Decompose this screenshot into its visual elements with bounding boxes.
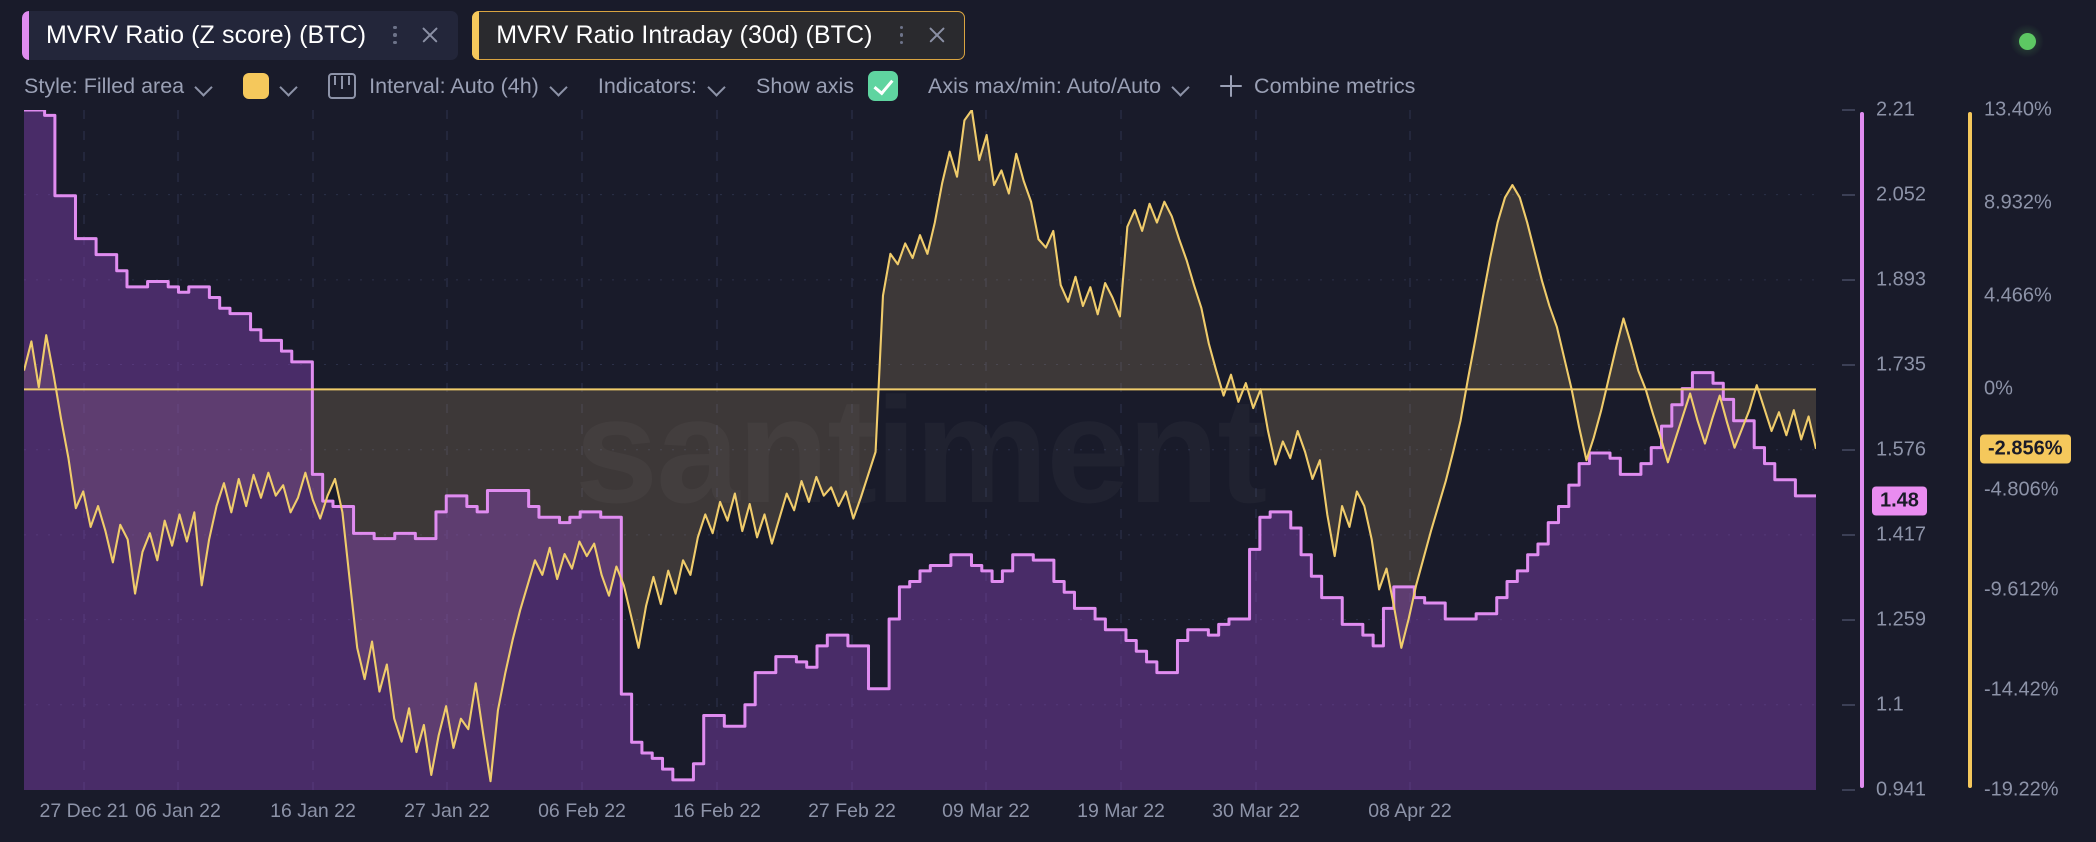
tab-menu-icon[interactable] [889,20,915,50]
chevron-down-icon [550,81,568,91]
x-axis: 27 Dec 21 06 Jan 22 16 Jan 22 27 Jan 22 06 F… [0,792,2096,842]
y-axis-tick-mark [1842,618,1855,621]
plus-icon [1220,75,1243,97]
y-axis-color-bar [1860,112,1864,788]
style-dropdown-label: Style: Filled area [24,73,185,98]
x-axis-tick-label: 08 Apr 22 [1368,800,1452,822]
interval-icon [328,73,357,99]
tab-accent-color [22,10,29,60]
y-axis-tick-label: -14.42% [1984,678,2059,701]
axis-minmax-dropdown[interactable]: Axis max/min: Auto/Auto [928,68,1190,104]
y-axis-tick-mark [1842,109,1855,111]
y-axis-tick-mark [1842,193,1855,196]
y-axis-tick-mark [1842,533,1855,536]
close-icon[interactable] [416,21,444,49]
chevron-down-icon [1172,81,1190,91]
y-axis-tick-label: 2.052 [1876,183,1927,206]
plot-canvas[interactable]: santiment [24,110,1816,790]
chart-toolbar: Style: Filled area Interval: Auto (4h) I… [0,62,2096,110]
x-axis-tick-label: 27 Dec 21 [39,800,129,822]
y-axis-tick-label: 0% [1984,377,2013,400]
y-axis-tick-label: -4.806% [1984,478,2059,501]
color-swatch-icon [243,73,270,99]
color-dropdown[interactable] [243,68,298,104]
close-icon[interactable] [923,21,951,49]
x-axis-tick-label: 06 Feb 22 [538,800,626,822]
y-axis-current-value-badge: -2.856% [1980,434,2071,464]
tab-accent-color [472,10,480,60]
y-axis-tick-label: 1.893 [1876,268,1927,291]
y-axis-tick-label: 1.417 [1876,523,1927,546]
show-axis-checkbox[interactable] [868,71,899,101]
connection-status-indicator [2010,24,2044,58]
y-axis-tick-label: 8.932% [1984,191,2052,214]
y-axis-color-bar [1968,112,1972,788]
metric-tab-bar: MVRV Ratio (Z score) (BTC) MVRV Ratio In… [0,0,2096,70]
indicators-dropdown-label: Indicators: [597,73,698,98]
y-axis-tick-label: 2.21 [1876,98,1915,121]
x-axis-tick-label: 06 Jan 22 [135,800,221,822]
chevron-down-icon [195,81,213,91]
x-axis-tick-label: 09 Mar 22 [942,800,1030,822]
y-axis-tick-mark [1842,278,1855,281]
show-axis-label: Show axis [756,73,855,98]
y-axis-tick-label: -19.22% [1984,778,2059,801]
show-axis-toggle[interactable]: Show axis [756,68,899,104]
tab-menu-icon[interactable] [382,20,408,50]
chevron-down-icon [280,81,298,91]
y-axis-tick-label: 1.1 [1876,693,1904,716]
y-axis-tick-label: 0.941 [1876,778,1927,801]
y-axis-tick-label: -9.612% [1984,578,2059,601]
status-dot-icon [2018,32,2036,50]
y-axis-tick-label: 13.40% [1984,98,2052,121]
y-axis-tick-label: 1.259 [1876,608,1927,631]
tab-mvrv-ratio-z-score[interactable]: MVRV Ratio (Z score) (BTC) [22,10,459,60]
y-axis-tick-label: 1.576 [1876,438,1927,461]
plot-svg [24,110,1816,790]
y-axis-mvrv-intraday: 13.40% 8.932% 4.466% 0% -4.806% -9.612% -14.42… [1968,99,2096,801]
tab-mvrv-ratio-intraday-30d[interactable]: MVRV Ratio Intraday (30d) (BTC) [472,10,965,60]
x-axis-tick-label: 19 Mar 22 [1077,800,1165,822]
x-axis-tick-label: 27 Feb 22 [808,800,896,822]
indicators-dropdown[interactable]: Indicators: [598,68,726,104]
y-axis-tick-mark [1842,363,1855,366]
style-dropdown[interactable]: Style: Filled area [24,68,213,104]
y-axis-current-value-badge: 1.48 [1872,486,1927,516]
y-axis-tick-mark [1842,448,1855,451]
tab-label: MVRV Ratio (Z score) (BTC) [46,20,367,49]
y-axis-tick-mark [1842,789,1855,791]
x-axis-tick-label: 27 Jan 22 [404,800,490,822]
x-axis-tick-label: 16 Feb 22 [673,800,761,822]
interval-dropdown-label: Interval: Auto (4h) [369,73,539,98]
x-axis-tick-label: 30 Mar 22 [1212,800,1300,822]
combine-metrics-button[interactable]: Combine metrics [1220,68,1415,104]
interval-dropdown[interactable]: Interval: Auto (4h) [328,68,568,104]
chevron-down-icon [708,81,726,91]
axis-minmax-label: Axis max/min: Auto/Auto [928,73,1162,98]
y-axis-tick-label: 1.735 [1876,353,1927,376]
combine-metrics-label: Combine metrics [1254,73,1416,98]
y-axis-tick-label: 4.466% [1984,284,2052,307]
y-axis-tick-mark [1842,703,1855,706]
tab-label: MVRV Ratio Intraday (30d) (BTC) [496,20,873,49]
y-axis-mvrv-z-score: 2.21 2.052 1.893 1.735 1.576 1.417 1.259 1.1 0.9… [1842,99,1950,801]
x-axis-tick-label: 16 Jan 22 [270,800,356,822]
